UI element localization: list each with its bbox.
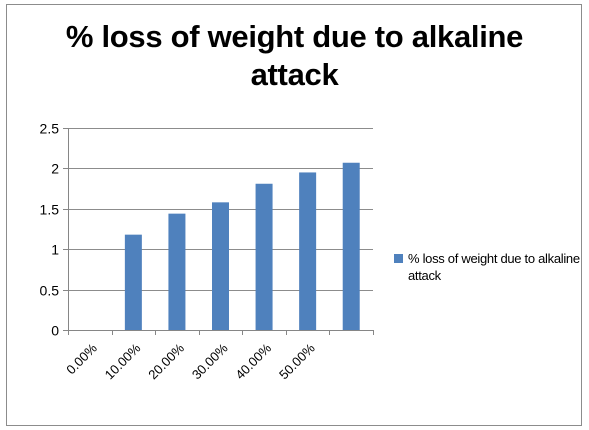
x-tick-label: 20.00% [145, 340, 187, 382]
legend-swatch [394, 254, 403, 263]
chart-title-line-2: attack [250, 57, 339, 92]
x-tick-label: 50.00% [276, 340, 318, 382]
x-tick-label: 40.00% [232, 340, 274, 382]
y-tick-label: 1 [51, 242, 59, 258]
y-tick-label: 2.5 [40, 121, 60, 137]
chart-title-line-1: % loss of weight due to alkaline [65, 19, 524, 54]
bar [299, 172, 317, 330]
bar [124, 234, 142, 330]
y-tick-label: 0.5 [40, 283, 60, 299]
bar [168, 213, 186, 330]
y-tick-label: 2 [51, 161, 59, 177]
bar [255, 183, 273, 330]
legend-label: % loss of weight due to alkaline attack [408, 251, 580, 283]
bar [212, 202, 229, 330]
chart-frame [6, 4, 582, 426]
chart-title: % loss of weight due to alkaline attack [0, 18, 589, 94]
bar [342, 162, 360, 330]
x-tick-label: 0.00% [63, 340, 100, 377]
x-tick-label: 30.00% [189, 340, 231, 382]
y-tick-label: 0 [51, 323, 59, 339]
y-tick-label: 1.5 [40, 202, 60, 218]
x-tick-label: 10.00% [102, 340, 144, 382]
